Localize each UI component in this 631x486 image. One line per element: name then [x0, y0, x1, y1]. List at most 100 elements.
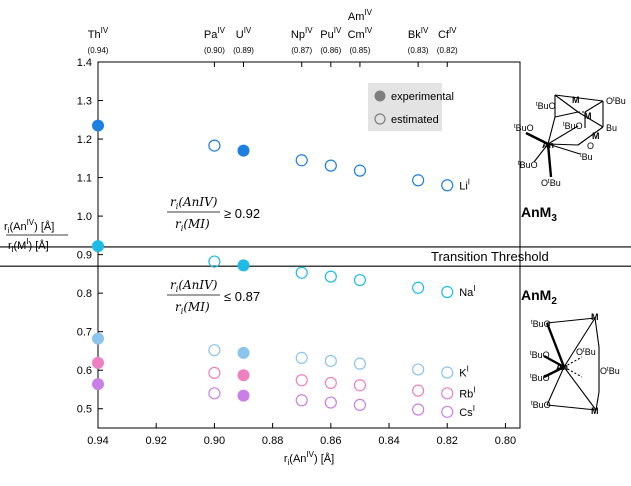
- legend: experimental estimated: [368, 83, 454, 131]
- point-estimated-rb: [353, 379, 367, 392]
- svg-text:tBuO: tBuO: [530, 373, 550, 383]
- svg-text:OtBu: OtBu: [541, 178, 561, 188]
- svg-text:tBuO: tBuO: [514, 123, 534, 133]
- point-estimated-k: [208, 344, 221, 357]
- svg-text:M: M: [572, 95, 580, 105]
- y-tick-label: 1.4: [77, 57, 92, 69]
- element-radius-np: (0.87): [291, 46, 312, 55]
- series-label-na: NaI: [459, 284, 475, 299]
- point-estimated-rb: [324, 376, 337, 390]
- anm2-structure-diagram: [543, 317, 600, 411]
- point-estimated-k: [324, 354, 337, 368]
- svg-text:OtBu: OtBu: [600, 366, 620, 376]
- svg-text:OtBu: OtBu: [576, 347, 596, 357]
- axes: 0.5 0.6 0.7 0.8 0.9 1.0 1.1 1.2 1.3 1.4 0.94 0.92 0.…: [4, 57, 521, 467]
- y-tick-label: 0.6: [77, 365, 92, 377]
- x-tick-label: 0.92: [145, 435, 166, 447]
- point-estimated-rb: [295, 374, 308, 387]
- anm3-structure-diagram: [525, 94, 604, 178]
- point-estimated-li: [441, 179, 454, 192]
- point-experimental-k: [92, 332, 104, 345]
- svg-text:An: An: [542, 140, 554, 150]
- point-estimated-li: [208, 139, 221, 152]
- threshold-label: Transition Threshold: [431, 249, 549, 264]
- point-estimated-cs: [353, 398, 367, 411]
- svg-text:tBu: tBu: [580, 152, 593, 162]
- point-estimated-na: [208, 255, 221, 268]
- svg-text:M: M: [592, 131, 600, 141]
- point-estimated-k: [441, 366, 454, 379]
- element-radius-th: (0.94): [88, 46, 109, 55]
- x-tick-label: 0.86: [320, 435, 341, 447]
- element-radius-cf: (0.82): [437, 46, 458, 55]
- x-tick-label: 0.84: [378, 435, 399, 447]
- element-radius-u: (0.89): [233, 46, 254, 55]
- point-estimated-li: [324, 159, 337, 172]
- point-estimated-na: [295, 266, 308, 279]
- legend-experimental-marker: [374, 90, 386, 102]
- y-tick-label: 1.3: [77, 96, 92, 108]
- element-label-bk: BkIV: [408, 26, 429, 41]
- svg-text:tBuO: tBuO: [563, 121, 583, 131]
- y-axis-label-numerator: ri(AnIV) [Å]: [4, 218, 54, 235]
- x-tick-label: 0.88: [262, 435, 283, 447]
- point-estimated-k: [412, 363, 425, 376]
- svg-text:M: M: [584, 111, 592, 121]
- point-estimated-cs: [324, 396, 337, 409]
- svg-text:M: M: [591, 312, 599, 322]
- point-estimated-li: [353, 164, 367, 177]
- ratio-lower-numerator: ri(AnIV): [170, 278, 218, 294]
- legend-estimated-label: estimated: [391, 114, 439, 126]
- point-estimated-cs: [412, 403, 425, 416]
- y-tick-label: 0.8: [77, 288, 92, 300]
- ratio-lower-op: ≤ 0.87: [224, 289, 260, 304]
- anm2-structure-labels: M tBuO tBuO OtBu An tBuO OtBu tBuO M: [530, 312, 620, 416]
- point-estimated-cs: [295, 394, 308, 407]
- x-axis-label: ri(AnIV) [Å]: [284, 450, 334, 467]
- ratio-upper-op: ≥ 0.92: [224, 206, 260, 221]
- point-experimental-na: [92, 240, 104, 253]
- element-radius-pu: (0.86): [320, 46, 341, 55]
- point-experimental-cs: [237, 389, 250, 402]
- x-tick-label: 0.80: [495, 435, 516, 447]
- anm3-structure-labels: M M M tBuO OtBu tBuO Bu tBuO An O tBu tB…: [514, 95, 626, 188]
- point-experimental-li: [237, 144, 250, 157]
- svg-text:tBuO: tBuO: [518, 160, 538, 170]
- series-label-li: LiI: [459, 177, 470, 192]
- threshold-lines: [0, 246, 631, 267]
- point-estimated-na: [353, 273, 367, 287]
- y-axis-label-denominator: ri(MI) [Å]: [8, 237, 49, 254]
- ratio-upper-denominator: ri(MI): [175, 217, 210, 233]
- ratio-upper: ri(AnIV) ri(MI) ≥ 0.92: [167, 195, 260, 233]
- element-label-am: AmIV: [348, 8, 373, 23]
- point-estimated-na: [324, 270, 337, 283]
- point-estimated-rb: [208, 366, 221, 380]
- element-label-pa: PaIV: [204, 26, 226, 41]
- element-radius-cm: (0.85): [349, 46, 370, 55]
- x-tick-label: 0.90: [204, 435, 225, 447]
- point-experimental-cs: [92, 378, 104, 391]
- plot-frame: [97, 61, 521, 429]
- point-estimated-k: [353, 357, 367, 370]
- element-radius-bk: (0.83): [408, 46, 429, 55]
- y-tick-label: 0.9: [77, 250, 92, 262]
- point-estimated-li: [412, 174, 425, 187]
- y-tick-label: 0.7: [77, 327, 92, 339]
- element-label-th: ThIV: [88, 26, 109, 41]
- data-points: [92, 119, 454, 418]
- element-label-pu: PuIV: [320, 26, 342, 41]
- point-experimental-rb: [237, 369, 250, 382]
- ratio-lower: ri(AnIV) ri(MI) ≤ 0.87: [167, 278, 260, 316]
- element-radius-pa: (0.90): [204, 46, 225, 55]
- svg-text:Bu: Bu: [606, 123, 617, 133]
- svg-text:tBuO: tBuO: [530, 350, 550, 360]
- point-estimated-li: [295, 154, 308, 167]
- y-tick-label: 1.2: [77, 134, 92, 146]
- annotations: ThIV (0.94) PaIV (0.90) UIV (0.89) NpIV (0.87) P…: [88, 8, 476, 419]
- point-experimental-k: [237, 346, 250, 359]
- point-estimated-cs: [208, 387, 221, 400]
- ratio-lower-denominator: ri(MI): [175, 300, 210, 316]
- svg-text:An: An: [556, 362, 568, 372]
- structure-label-anm2: AnM2: [521, 287, 557, 307]
